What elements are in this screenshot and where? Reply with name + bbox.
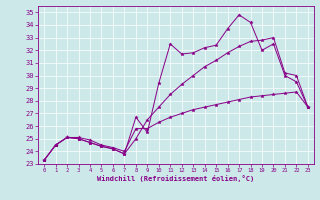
X-axis label: Windchill (Refroidissement éolien,°C): Windchill (Refroidissement éolien,°C) <box>97 175 255 182</box>
